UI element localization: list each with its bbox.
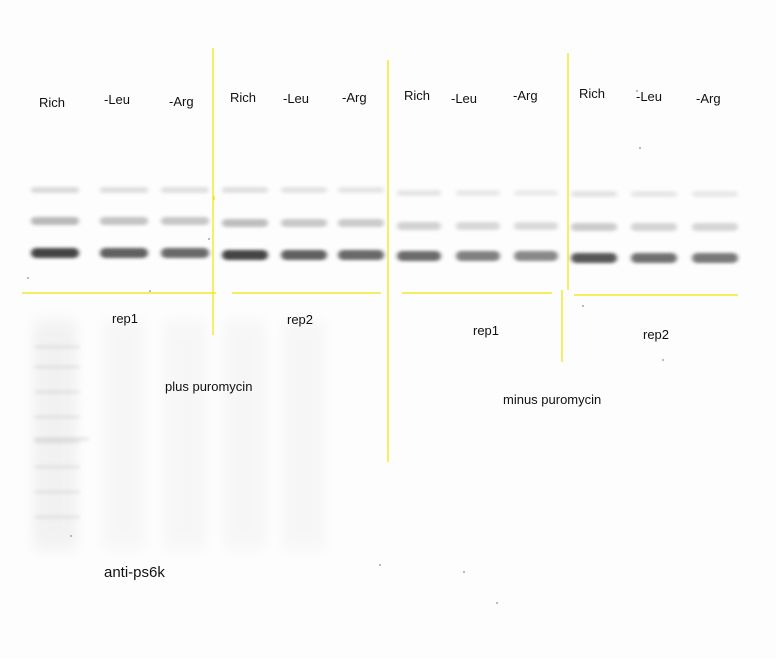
smear-band — [34, 390, 80, 394]
middle-band — [281, 219, 327, 227]
ps6k-main-band — [222, 250, 268, 260]
faint-upper-band — [222, 187, 268, 193]
ps6k-main-band — [31, 248, 79, 258]
yellow-divider-lines — [22, 48, 738, 462]
dust-specks — [27, 90, 664, 604]
middle-band — [161, 217, 209, 225]
dust-speck — [70, 535, 72, 537]
ps6k-main-band — [281, 250, 327, 260]
replicate-label: rep1 — [112, 311, 139, 326]
lane-label-rich: Rich — [579, 86, 606, 101]
smear-band — [34, 465, 80, 469]
middle-band — [514, 222, 558, 230]
faint-upper-band — [397, 190, 441, 196]
lane-label-minus-arg: -Arg — [696, 91, 721, 106]
condition-label-minus-puromycin: minus puromycin — [503, 392, 602, 407]
middle-band — [571, 223, 617, 231]
ps6k-main-band — [692, 253, 738, 263]
ps6k-main-band — [514, 251, 558, 261]
lane-label-minus-arg: -Arg — [169, 94, 194, 109]
lane-smears — [33, 320, 326, 550]
ps6k-main-band — [338, 250, 384, 260]
dust-speck — [208, 238, 210, 240]
dust-speck — [662, 359, 664, 361]
protein-bands — [31, 187, 738, 263]
smear-band — [34, 490, 80, 494]
smear-band — [34, 437, 89, 441]
ps6k-main-band — [161, 248, 209, 258]
faint-upper-band — [100, 187, 148, 193]
middle-band — [338, 219, 384, 227]
middle-band — [222, 219, 268, 227]
faint-upper-band — [281, 187, 327, 193]
dust-speck — [639, 147, 641, 149]
faint-upper-band — [161, 187, 209, 193]
replicate-label: rep1 — [473, 323, 500, 338]
dust-speck — [636, 90, 638, 92]
middle-band — [100, 217, 148, 225]
faint-upper-band — [571, 191, 617, 197]
lane-smear — [33, 320, 77, 550]
lane-label-rich: Rich — [230, 90, 257, 105]
faint-upper-band — [31, 187, 79, 193]
dust-speck — [496, 602, 498, 604]
middle-band — [692, 223, 738, 231]
smear-band — [34, 415, 80, 419]
lane-label-minus-arg: -Arg — [342, 90, 367, 105]
ps6k-main-band — [397, 251, 441, 261]
dust-speck — [149, 290, 151, 292]
smear-band — [34, 365, 80, 369]
faint-upper-band — [456, 190, 500, 196]
ps6k-main-band — [631, 253, 677, 263]
smear-band — [34, 345, 80, 349]
lane-label-minus-leu: -Leu — [636, 89, 663, 104]
lane-smear — [282, 320, 326, 550]
condition-label-plus-puromycin: plus puromycin — [165, 379, 253, 394]
faint-upper-band — [692, 191, 738, 197]
lane-label-minus-leu: -Leu — [451, 91, 478, 106]
ps6k-main-band — [456, 251, 500, 261]
ps6k-main-band — [571, 253, 617, 263]
faint-upper-band — [631, 191, 677, 197]
antibody-label: anti-ps6k — [104, 564, 165, 581]
lane-label-minus-leu: -Leu — [283, 91, 310, 106]
lane-label-minus-arg: -Arg — [513, 88, 538, 103]
smear-band — [34, 440, 80, 444]
lane-smear — [102, 320, 146, 550]
middle-band — [31, 217, 79, 225]
lane-smear — [223, 320, 267, 550]
lane-label-rich: Rich — [404, 88, 431, 103]
middle-band — [456, 222, 500, 230]
replicate-label: rep2 — [643, 327, 670, 342]
dust-speck — [463, 571, 465, 573]
replicate-label: rep2 — [287, 312, 314, 327]
faint-upper-band — [514, 190, 558, 196]
dust-speck — [27, 277, 29, 279]
lane-label-minus-leu: -Leu — [104, 92, 131, 107]
middle-band — [397, 222, 441, 230]
lane-smear — [163, 320, 207, 550]
dust-speck — [582, 305, 584, 307]
smear-band — [34, 515, 80, 519]
lane-label-rich: Rich — [39, 95, 66, 110]
dust-speck — [379, 564, 381, 566]
ps6k-main-band — [100, 248, 148, 258]
faint-upper-band — [338, 187, 384, 193]
middle-band — [631, 223, 677, 231]
